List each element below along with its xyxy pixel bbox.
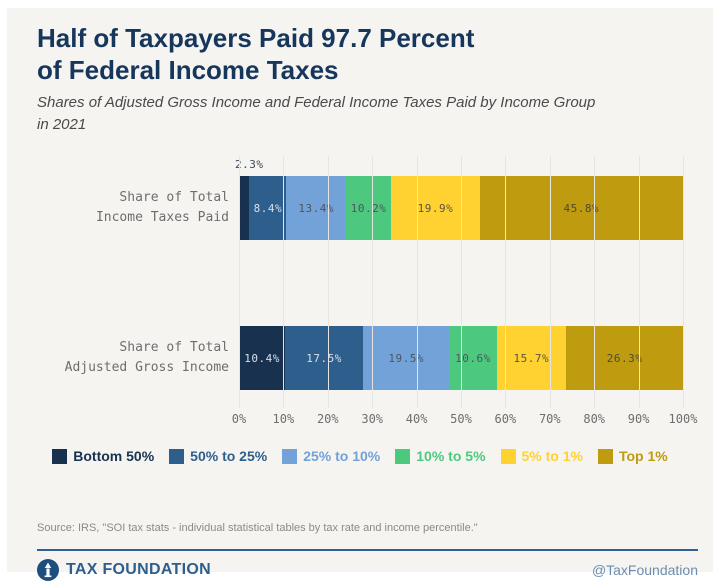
gridline-40 xyxy=(416,156,418,408)
gridline-10 xyxy=(283,156,285,408)
twitter-handle-link[interactable]: @TaxFoundation xyxy=(591,562,698,578)
row-label-income-taxes-paid: Share of Total Income Taxes Paid xyxy=(95,190,229,225)
bar-segment-10-to-5: 10.6% xyxy=(449,326,497,390)
x-axis-tick-70: 70% xyxy=(538,412,561,426)
legend-item-bottom-50: Bottom 50% xyxy=(52,448,154,464)
segment-value-label: 10.6% xyxy=(455,351,491,365)
bar-segment-bottom-50: 10.4% xyxy=(239,326,286,390)
bar-segment-top-1: 26.3% xyxy=(566,326,683,390)
segment-value-label: 45.8% xyxy=(563,201,600,215)
legend-swatch-bottom-50 xyxy=(52,448,68,464)
segment-value-label: 10.2% xyxy=(350,201,387,215)
bar-income-taxes-paid: 2.3% 8.4% 13.4% 10.2% 19.9% 45.8% xyxy=(235,158,683,240)
gridline-60 xyxy=(505,156,507,408)
brand: TAX FOUNDATION xyxy=(37,559,211,581)
legend-label-top-1: Top 1% xyxy=(618,448,668,464)
x-axis-tick-30: 30% xyxy=(361,412,384,426)
legend-label-50-to-25: 50% to 25% xyxy=(190,448,268,464)
legend-label-bottom-50: Bottom 50% xyxy=(73,448,155,464)
gridline-70 xyxy=(549,156,551,408)
x-axis-tick-90: 90% xyxy=(627,412,650,426)
legend-label-10-to-5: 10% to 5% xyxy=(416,448,486,464)
segment-value-label: 13.4% xyxy=(298,201,335,215)
x-axis-tick-10: 10% xyxy=(272,412,295,426)
x-axis-tick-40: 40% xyxy=(405,412,428,426)
legend: Bottom 50% 50% to 25% 25% to 10% 10% to 5% 5… xyxy=(7,448,713,464)
segment-value-label: 15.7% xyxy=(513,351,550,365)
x-axis-tick-0: 0% xyxy=(231,412,247,426)
bar-segment-25-to-10: 19.5% xyxy=(362,326,450,390)
segment-value-label: 8.4% xyxy=(253,201,283,215)
segment-value-label: 17.5% xyxy=(306,351,342,365)
legend-swatch-10-to-5 xyxy=(395,448,411,464)
x-axis-tick-60: 60% xyxy=(494,412,517,426)
legend-item-50-to-25: 50% to 25% xyxy=(169,448,267,464)
bar-segment-50-to-25: 17.5% xyxy=(285,326,363,390)
legend-item-25-to-10: 25% to 10% xyxy=(282,448,380,464)
bar-segment-50-to-25: 8.4% xyxy=(249,176,287,240)
gridline-20 xyxy=(327,156,329,408)
bar-segment-5-to-1: 19.9% xyxy=(391,176,480,240)
page-title: Half of Taxpayers Paid 97.7 Percent of F… xyxy=(37,23,475,85)
brand-name: TAX FOUNDATION xyxy=(66,561,211,578)
gridline-90 xyxy=(638,156,640,408)
legend-swatch-50-to-25 xyxy=(169,448,185,464)
segment-value-label: 26.3% xyxy=(606,351,643,365)
legend-swatch-5-to-1 xyxy=(500,448,516,464)
gridline-80 xyxy=(594,156,596,408)
legend-item-top-1: Top 1% xyxy=(597,448,668,464)
bar-adjusted-gross-income: 10.4% 17.5% 19.5% 10.6% 15.7% 26.3% xyxy=(239,326,683,390)
gridline-0 xyxy=(239,156,240,408)
legend-label-5-to-1: 5% to 1% xyxy=(521,448,583,464)
segment-value-label: 19.5% xyxy=(388,351,424,365)
legend-label-25-to-10: 25% to 10% xyxy=(303,448,381,464)
x-axis-tick-80: 80% xyxy=(583,412,606,426)
x-axis-tick-50: 50% xyxy=(450,412,472,426)
bar-segment-25-to-10: 13.4% xyxy=(286,176,346,240)
x-axis-tick-100: 100% xyxy=(668,412,698,426)
segment-value-label: 10.4% xyxy=(244,351,280,365)
x-axis-tick-20: 20% xyxy=(316,412,339,426)
bar-segment-5-to-1: 15.7% xyxy=(496,326,567,390)
legend-swatch-top-1 xyxy=(597,448,613,464)
footer-bar: TAX FOUNDATION @TaxFoundation xyxy=(37,559,698,581)
bar-segment-top-1: 45.8% xyxy=(479,176,683,240)
gridline-100 xyxy=(683,156,684,408)
segment-value-label: 19.9% xyxy=(417,201,454,215)
row-label-adjusted-gross-income: Share of Total Adjusted Gross Income xyxy=(64,340,229,375)
segment-value-label: 2.3% xyxy=(235,158,264,171)
legend-item-5-to-1: 5% to 1% xyxy=(500,448,583,464)
source-note: Source: IRS, "SOI tax stats - individual… xyxy=(37,522,478,534)
footer-divider xyxy=(37,549,698,551)
gridline-50 xyxy=(461,156,462,408)
plot-area: 2.3% 8.4% 13.4% 10.2% 19.9% 45.8% 10.4% 17.5% 1… xyxy=(232,156,697,426)
chart-card: Half of Taxpayers Paid 97.7 Percent of F… xyxy=(7,8,713,581)
bar-segment-bottom-50: 2.3% xyxy=(235,158,263,240)
gridline-30 xyxy=(372,156,374,408)
tax-foundation-logo-icon xyxy=(37,559,59,581)
legend-item-10-to-5: 10% to 5% xyxy=(395,448,486,464)
chart-subtitle: Shares of Adjusted Gross Income and Fede… xyxy=(37,94,596,133)
legend-swatch-25-to-10 xyxy=(282,448,298,464)
bar-segment-10-to-5: 10.2% xyxy=(345,176,392,240)
